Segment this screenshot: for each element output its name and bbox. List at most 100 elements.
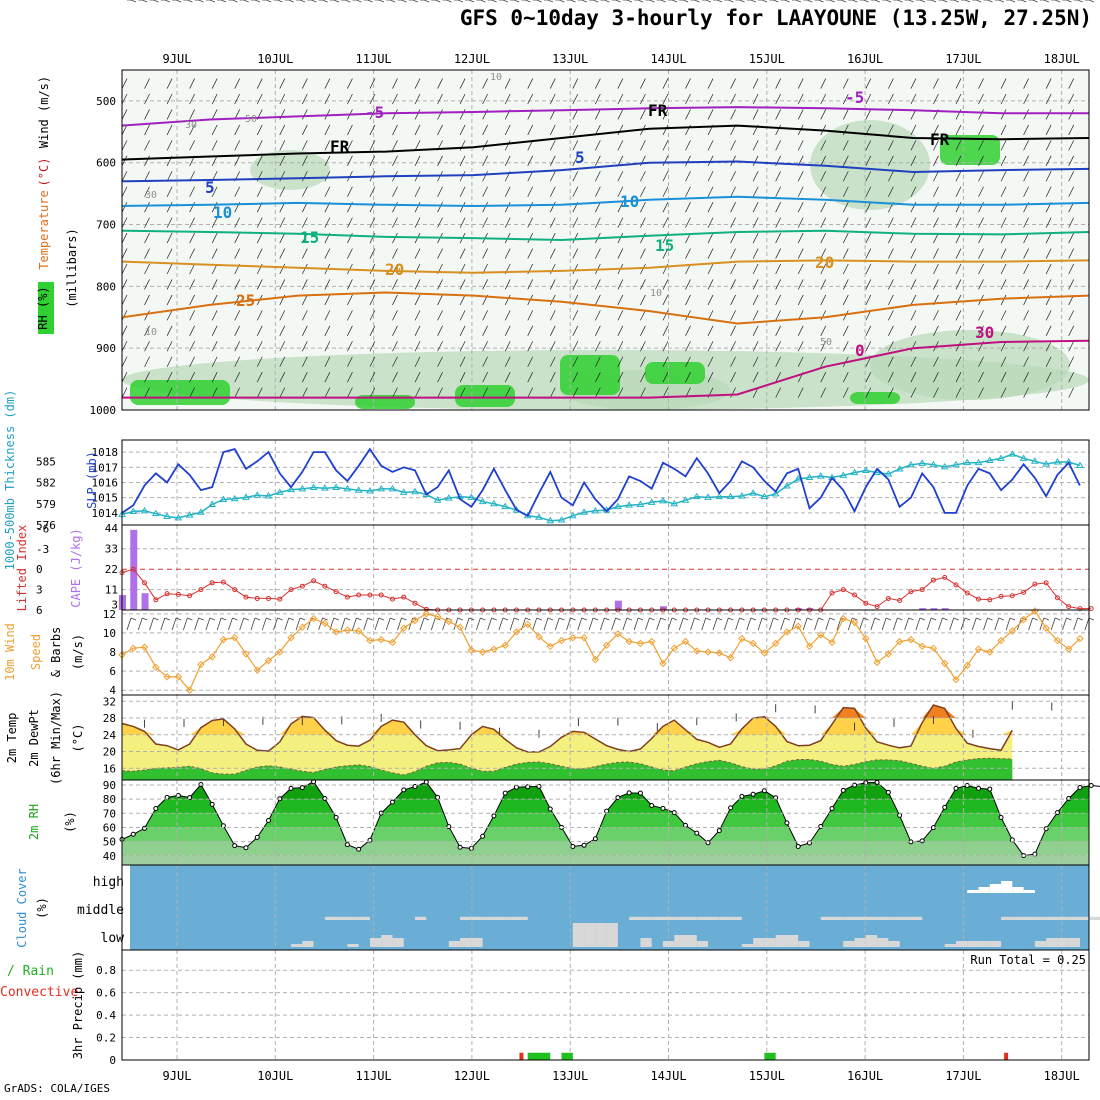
wind-speed-point — [918, 642, 926, 650]
wind-barb — [1000, 155, 1007, 166]
wind-barb-flag — [570, 617, 576, 621]
cloud-bar-middle — [1068, 916, 1080, 920]
wind-barb — [572, 248, 579, 259]
wind-barb — [983, 617, 988, 631]
wind-barb — [797, 387, 804, 398]
wind-barb — [662, 202, 669, 213]
wind-barb — [482, 78, 488, 89]
wind-barb-flag — [277, 617, 283, 621]
wind-barb — [318, 617, 323, 631]
wind-barb — [532, 617, 538, 631]
wind-barb — [144, 93, 150, 105]
wind-barb — [888, 294, 894, 306]
precip-total-bar — [538, 1052, 551, 1060]
slp-tick: 1015 — [92, 492, 119, 505]
wind-barb — [933, 93, 939, 105]
wind-barb — [392, 356, 398, 367]
wind-barb — [256, 124, 263, 136]
rh-point — [581, 842, 587, 848]
thickness-point — [783, 482, 791, 489]
thickness-point — [647, 498, 656, 505]
wind-barb — [189, 78, 195, 89]
wind-barb — [730, 140, 736, 151]
wind-speed-point — [647, 637, 656, 646]
wind-barb — [527, 202, 534, 213]
wind-barb — [459, 202, 466, 213]
thickness-point — [230, 494, 239, 502]
wind-barb — [527, 248, 534, 259]
wind-barb — [437, 387, 443, 398]
wind-barb — [617, 140, 624, 151]
wind-barb — [256, 186, 263, 197]
lifted-index-point — [175, 591, 181, 597]
wind-barb — [121, 294, 128, 306]
lifted-axis-label: Lifted Index — [15, 525, 29, 612]
wind-barb — [459, 279, 466, 290]
wind-barb — [955, 341, 962, 352]
wind-barb — [685, 202, 691, 213]
wind-barb — [1045, 217, 1052, 228]
lifted-index-point — [863, 600, 869, 606]
wind-barb — [611, 617, 616, 631]
wind-barb-flag — [1066, 617, 1072, 621]
wind-barb — [595, 186, 601, 197]
cape-bar — [930, 608, 938, 610]
lifted-tick: -6 — [36, 522, 49, 535]
lifted-index-point — [1009, 593, 1015, 599]
wind-barb — [933, 325, 939, 336]
wind-barb — [1000, 186, 1007, 197]
wind-barb-flag — [153, 617, 159, 621]
precip-frame — [121, 949, 1090, 1061]
temp-axis-label: 2m Temp — [5, 713, 19, 764]
rh-point — [299, 785, 305, 791]
wind-barb — [933, 356, 939, 367]
wind-barb — [211, 387, 218, 398]
rh-point — [649, 803, 655, 808]
wind-barb — [459, 78, 466, 89]
wind-barb — [955, 356, 962, 367]
cloud-bar-low — [978, 941, 990, 947]
wind-barb — [347, 140, 353, 151]
wind-barb — [279, 171, 286, 182]
wind-barb — [166, 310, 173, 321]
thickness-point — [749, 489, 758, 496]
lifted-index-point — [998, 593, 1004, 599]
wind-barb-flag — [953, 0, 959, 3]
wind-barb — [1062, 617, 1067, 631]
wind-barb — [211, 109, 218, 120]
wind-barb — [617, 341, 624, 352]
wind-barb-flag — [750, 617, 756, 621]
wind-barb-flag — [1021, 0, 1027, 3]
wind-speed-line — [121, 610, 1081, 692]
wind-barb — [685, 217, 691, 228]
rh2m-axis-label: 2m RH — [27, 804, 41, 840]
wind-barb — [211, 124, 218, 136]
wind-barb — [775, 171, 781, 182]
slp-line — [121, 447, 1081, 518]
cape-bar — [919, 608, 927, 610]
rh-point — [604, 808, 610, 814]
rh-point — [288, 785, 294, 791]
wind-barb — [617, 356, 624, 367]
rh-point — [266, 818, 272, 824]
wind-barb — [933, 124, 939, 136]
wind-barb — [549, 217, 556, 228]
cloud-bar-middle — [482, 916, 494, 920]
wind-barb-flag — [198, 0, 204, 3]
wind-barb — [599, 617, 605, 631]
wind-barb — [369, 78, 376, 89]
isotherm-label: 15 — [300, 228, 319, 247]
wind-barb — [369, 140, 376, 151]
wind-barb — [955, 263, 962, 275]
wind-barb-flag — [277, 0, 283, 3]
wind-barb — [549, 263, 556, 275]
thickness-point — [929, 460, 938, 468]
wind-barb — [121, 186, 128, 197]
cloud-bar-middle — [505, 916, 517, 920]
lifted-tick: 6 — [36, 604, 43, 617]
cloud-bar-low — [741, 944, 754, 947]
wind-barb — [910, 248, 917, 259]
wind-barb — [730, 310, 736, 321]
wind-barb — [865, 232, 872, 244]
cloud-bar-low — [955, 941, 968, 947]
